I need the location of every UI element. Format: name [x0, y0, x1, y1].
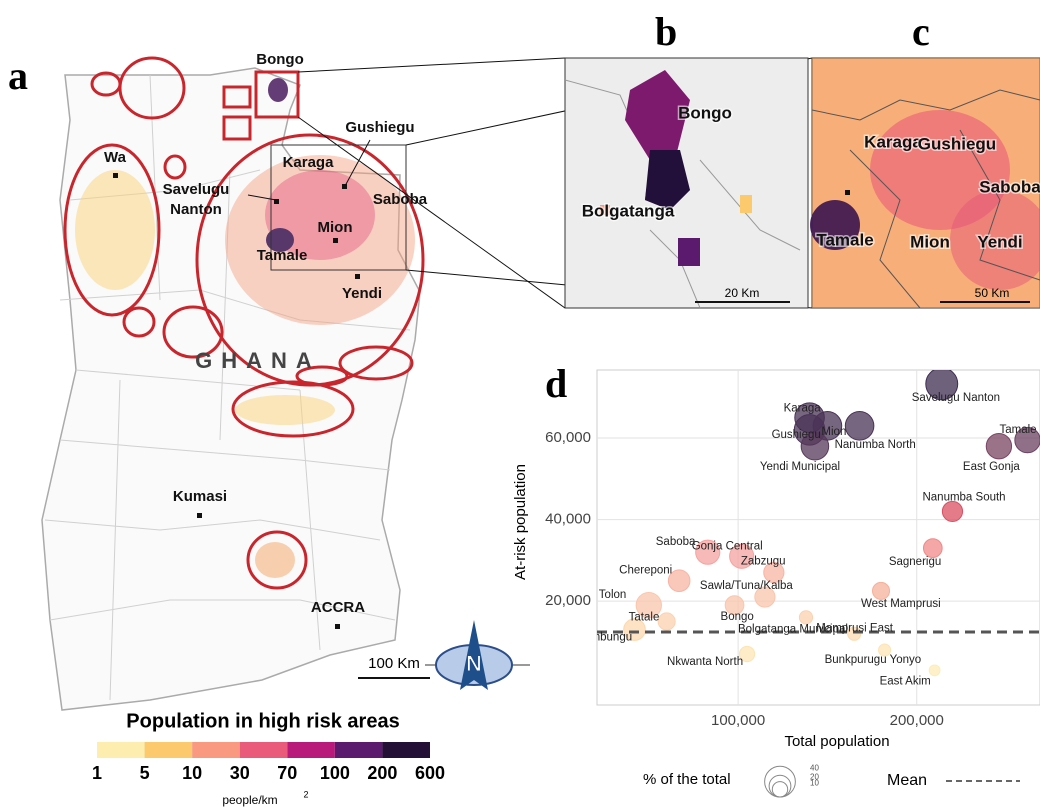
- legend-swatch: [287, 742, 335, 758]
- legend-break: 70: [277, 763, 297, 783]
- point-label: East Akim: [880, 675, 931, 687]
- point: [929, 665, 940, 676]
- legend-break: 200: [367, 763, 397, 783]
- legend-break: 5: [140, 763, 150, 783]
- y-tick-label: 40,000: [545, 511, 591, 528]
- point: [923, 539, 942, 558]
- size-legend-circle: [769, 775, 791, 797]
- point-label: Bongo: [721, 611, 754, 623]
- inset-b: [565, 58, 808, 308]
- size-legend-circle: [772, 782, 787, 797]
- inset-label: Bolgatanga: [582, 201, 675, 220]
- city-label: Saboba: [373, 191, 428, 208]
- point-label: Kumbungu: [577, 632, 633, 644]
- inset-label: Karaga: [864, 132, 922, 151]
- legend-swatch: [97, 742, 145, 758]
- size-legend-label: 10: [810, 779, 819, 788]
- point-label: Zabzugu: [741, 556, 786, 568]
- point-label: East Gonja: [963, 461, 1020, 473]
- legend-break: 30: [230, 763, 250, 783]
- figure: a b c d: [0, 0, 1040, 809]
- legend-break: 100: [320, 763, 350, 783]
- city-label: Karaga: [283, 154, 335, 171]
- inset-label: Gushiegu: [918, 134, 996, 153]
- point-label: Mamprusi East: [816, 623, 893, 635]
- city-label: Savelugu: [163, 181, 230, 198]
- point-label: Bunkpurugu Yonyo: [825, 654, 922, 666]
- inset-label: Yendi: [977, 232, 1022, 251]
- legend-unit: people/km: [222, 793, 277, 807]
- legend-swatch: [382, 742, 430, 758]
- legend-swatch: [335, 742, 383, 758]
- point-label: Nkwanta North: [667, 656, 743, 668]
- panel-label: b: [655, 9, 677, 54]
- scale-label: 50 Km: [975, 286, 1010, 300]
- point-label: Nanumba North: [835, 439, 916, 451]
- point: [942, 501, 962, 521]
- point-label: Mion: [821, 426, 846, 438]
- point-label: Gushiegu: [772, 429, 821, 441]
- point-label: Sawla/Tuna/Kalba: [700, 580, 794, 592]
- city-label: ACCRA: [311, 599, 365, 616]
- inset-label: Bongo: [678, 103, 732, 122]
- city-label: Mion: [318, 219, 353, 236]
- city-label: Gushiegu: [345, 119, 414, 136]
- legend-title: Population in high risk areas: [126, 710, 399, 732]
- city-label: Nanton: [170, 201, 222, 218]
- city-label: Bongo: [256, 51, 303, 68]
- inset-label: Mion: [910, 232, 950, 251]
- legend-break: 10: [182, 763, 202, 783]
- panel-label: a: [8, 53, 28, 98]
- city-label: Wa: [104, 149, 127, 166]
- point: [872, 582, 889, 599]
- point: [986, 434, 1011, 459]
- legend-swatch: [240, 742, 288, 758]
- city-label: Kumasi: [173, 488, 227, 505]
- north-arrow: N: [425, 620, 530, 690]
- x-tick-label: 200,000: [890, 712, 944, 729]
- point-label: Gonja Central: [692, 540, 763, 552]
- point-label: Karaga: [784, 403, 822, 415]
- point: [845, 412, 874, 441]
- point-label: Nanumba South: [922, 491, 1005, 503]
- y-tick-label: 60,000: [545, 429, 591, 446]
- legend-swatch: [145, 742, 193, 758]
- inset-label: Tamale: [816, 230, 873, 249]
- point-label: Yendi Municipal: [760, 461, 840, 473]
- point-label: Savelugu Nanton: [912, 392, 1000, 404]
- legend-swatch: [192, 742, 240, 758]
- panel-label: c: [912, 9, 930, 54]
- point-label: Tatale: [629, 611, 660, 623]
- panel-label: d: [545, 361, 567, 406]
- point-label: Sagnerigu: [889, 556, 941, 568]
- legend-unit-sup: 2: [303, 789, 308, 799]
- point-label: Tolon: [599, 589, 627, 601]
- city-label: Tamale: [257, 247, 308, 264]
- mean-legend-label: Mean: [887, 772, 927, 789]
- point-label: West Mamprusi: [861, 598, 941, 610]
- city-label: Yendi: [342, 285, 382, 302]
- inset-label: Saboba: [979, 177, 1040, 196]
- legend-break: 600: [415, 763, 445, 783]
- map-title: GHANA: [195, 348, 321, 373]
- y-tick-label: 20,000: [545, 592, 591, 609]
- y-axis-label: At-risk population: [512, 464, 529, 580]
- point: [658, 613, 675, 630]
- x-tick-label: 100,000: [711, 712, 765, 729]
- legend-break: 1: [92, 763, 102, 783]
- point-label: Chereponi: [619, 565, 672, 577]
- point: [799, 611, 812, 624]
- scale-label: 100 Km: [368, 655, 420, 672]
- size-legend-title: % of the total: [643, 771, 731, 788]
- svg-text:N: N: [466, 651, 482, 676]
- x-axis-label: Total population: [784, 733, 889, 750]
- size-legend-label: 40: [810, 763, 819, 772]
- point-label: Saboba: [656, 536, 696, 548]
- scale-label: 20 Km: [725, 286, 760, 300]
- point-label: Tamale North Sub Metro: [999, 424, 1040, 436]
